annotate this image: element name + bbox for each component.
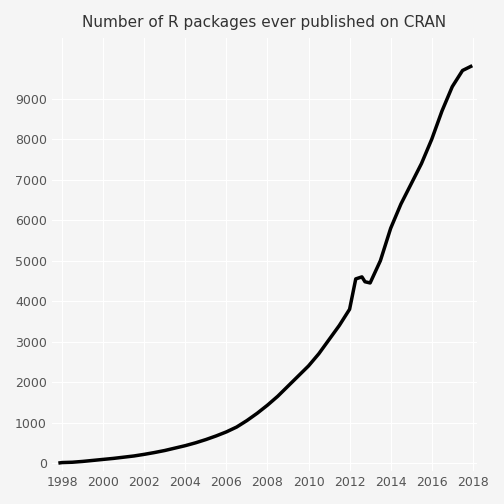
Title: Number of R packages ever published on CRAN: Number of R packages ever published on C…	[82, 15, 447, 30]
